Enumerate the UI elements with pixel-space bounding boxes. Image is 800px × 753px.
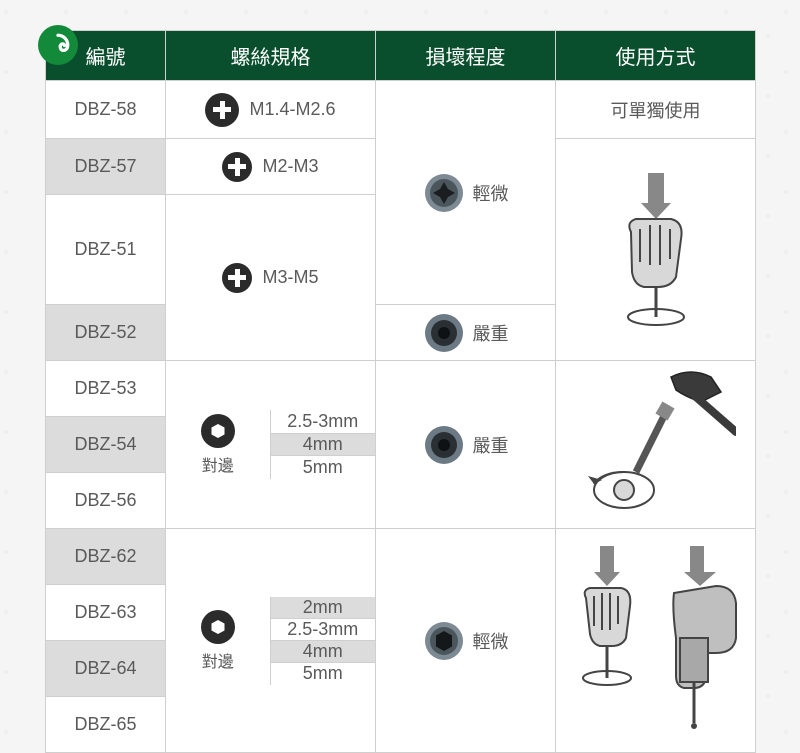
damage-label: 輕微 (473, 180, 509, 206)
damage-label: 輕微 (473, 628, 509, 654)
id-cell: DBZ-54 (46, 417, 166, 473)
phillips-icon (222, 263, 252, 293)
hex-icon (201, 414, 235, 448)
id-cell: DBZ-57 (46, 139, 166, 195)
damage-label: 嚴重 (473, 320, 509, 346)
damaged-screw-icon (423, 424, 465, 466)
spec-text: M2-M3 (262, 156, 318, 177)
header-row: 編號 螺絲規格 損壞程度 使用方式 (46, 31, 756, 81)
phillips-icon (222, 152, 252, 182)
side-label: 對邊 (202, 452, 234, 476)
usage-cell (556, 361, 756, 529)
hammer-usage-illustration (576, 362, 736, 522)
hex-icon (201, 610, 235, 644)
size-cell: 2.5-3mm (271, 619, 376, 641)
usage-cell: 可單獨使用 (556, 81, 756, 139)
side-label: 對邊 (202, 648, 234, 672)
id-cell: DBZ-52 (46, 305, 166, 361)
hand-and-drill-illustration (566, 538, 746, 738)
table-row: DBZ-53 對邊 2.5-3mm 4mm 5mm (46, 361, 756, 417)
phillips-icon (205, 93, 239, 127)
size-cell: 4mm (271, 641, 376, 663)
spec-cell: M3-M5 (166, 195, 376, 361)
spec-cell: M2-M3 (166, 139, 376, 195)
damage-cell: 輕微 (376, 81, 556, 305)
damage-cell: 輕微 (376, 529, 556, 753)
size-cell: 2.5-3mm (271, 410, 376, 433)
header-col2-label: 螺絲規格 (166, 31, 376, 81)
header-col4-label: 使用方式 (556, 31, 756, 81)
spec-table: 編號 螺絲規格 損壞程度 使用方式 DBZ-58 M1.4-M2.6 (45, 30, 756, 753)
id-cell: DBZ-62 (46, 529, 166, 585)
header-col3-label: 損壞程度 (376, 31, 556, 81)
size-cell: 5mm (271, 663, 376, 685)
damaged-screw-icon (423, 172, 465, 214)
header-id: 編號 (46, 31, 166, 81)
brand-logo-icon (38, 25, 78, 65)
spec-cell: M1.4-M2.6 (166, 81, 376, 139)
damage-cell: 嚴重 (376, 305, 556, 361)
spec-group-cell: 對邊 2mm 2.5-3mm 4mm 5mm (166, 529, 376, 753)
id-cell: DBZ-64 (46, 641, 166, 697)
spec-text: M1.4-M2.6 (249, 99, 335, 120)
table-row: DBZ-58 M1.4-M2.6 輕微 可單獨使用 (46, 81, 756, 139)
id-cell: DBZ-56 (46, 473, 166, 529)
table-row: DBZ-62 對邊 2mm 2.5-3mm 4mm 5mm (46, 529, 756, 585)
damaged-screw-icon (423, 620, 465, 662)
hand-press-illustration (596, 167, 716, 327)
usage-cell (556, 529, 756, 753)
id-cell: DBZ-51 (46, 195, 166, 305)
damage-label: 嚴重 (473, 432, 509, 458)
spec-group-cell: 對邊 2.5-3mm 4mm 5mm (166, 361, 376, 529)
size-cell: 5mm (271, 456, 376, 479)
id-cell: DBZ-65 (46, 697, 166, 753)
id-cell: DBZ-63 (46, 585, 166, 641)
header-col1-label: 編號 (86, 47, 126, 69)
size-cell: 4mm (271, 433, 376, 456)
id-cell: DBZ-53 (46, 361, 166, 417)
id-cell: DBZ-58 (46, 81, 166, 139)
size-cell: 2mm (271, 597, 376, 619)
spec-text: M3-M5 (262, 267, 318, 288)
damage-cell: 嚴重 (376, 361, 556, 529)
usage-cell (556, 139, 756, 361)
damaged-screw-icon (423, 312, 465, 354)
